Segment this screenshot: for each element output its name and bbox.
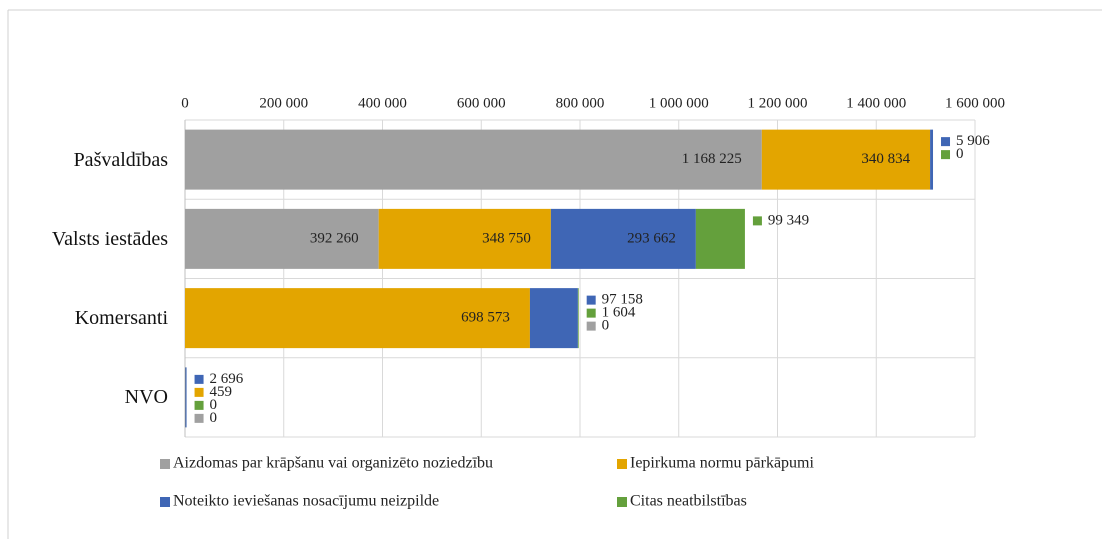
x-tick-label: 400 000 — [358, 95, 407, 111]
legend-label: Citas neatbilstības — [630, 493, 747, 510]
value-label-key — [586, 308, 596, 318]
x-tick-label: 1 000 000 — [649, 95, 709, 111]
category-label: Valsts iestādes — [51, 227, 168, 250]
legend-key — [617, 459, 627, 469]
bar-segment — [577, 288, 579, 349]
value-label-key — [752, 216, 762, 226]
x-tick-label: 1 600 000 — [945, 95, 1005, 111]
value-label: 99 349 — [768, 212, 809, 228]
bar-segment — [185, 288, 530, 349]
value-label: 293 662 — [627, 230, 676, 246]
value-label-key — [586, 295, 596, 305]
value-label: 348 750 — [482, 230, 531, 246]
bar-segment — [529, 288, 578, 349]
bar-segment — [695, 208, 745, 269]
legend-key — [160, 459, 170, 469]
value-label: 698 573 — [461, 310, 510, 326]
value-label: 97 158 — [602, 292, 643, 308]
bar-segment — [378, 208, 551, 269]
bar-segment — [550, 208, 696, 269]
bar-segment — [185, 367, 187, 428]
value-label-key — [586, 321, 596, 331]
value-label: 0 — [210, 410, 218, 426]
bar-segment — [185, 129, 762, 190]
x-tick-label: 200 000 — [259, 95, 308, 111]
bar-segment — [761, 129, 931, 190]
value-label-key — [194, 413, 204, 423]
x-tick-label: 600 000 — [457, 95, 506, 111]
bar-segment — [185, 208, 379, 269]
legend-label: Aizdomas par krāpšanu vai organizēto noz… — [173, 455, 493, 472]
category-label: Komersanti — [74, 307, 168, 330]
bar-segment — [930, 129, 934, 190]
value-label: 5 906 — [956, 133, 990, 149]
value-label-key — [941, 150, 951, 160]
value-label-key — [941, 137, 951, 147]
x-tick-label: 800 000 — [556, 95, 605, 111]
value-label: 0 — [956, 146, 964, 162]
category-label: NVO — [124, 386, 168, 409]
legend-key — [617, 497, 627, 507]
value-label-key — [194, 400, 204, 410]
x-tick-label: 1 400 000 — [846, 95, 906, 111]
legend-label: Noteikto ieviešanas nosacījumu neizpilde — [173, 493, 439, 510]
value-label: 1 168 225 — [682, 151, 742, 167]
value-label: 459 — [210, 384, 233, 400]
x-tick-label: 1 200 000 — [748, 95, 808, 111]
value-label-key — [194, 374, 204, 384]
value-label-key — [194, 387, 204, 397]
legend-key — [160, 497, 170, 507]
x-tick-label: 0 — [181, 95, 189, 111]
value-label: 392 260 — [310, 230, 359, 246]
value-label: 1 604 — [602, 305, 636, 321]
value-label: 340 834 — [861, 151, 910, 167]
value-label: 2 696 — [210, 371, 244, 387]
value-label: 0 — [602, 318, 610, 334]
category-label: Pašvaldības — [73, 148, 168, 171]
legend-label: Iepirkuma normu pārkāpumi — [630, 455, 815, 472]
value-label: 0 — [210, 397, 218, 413]
